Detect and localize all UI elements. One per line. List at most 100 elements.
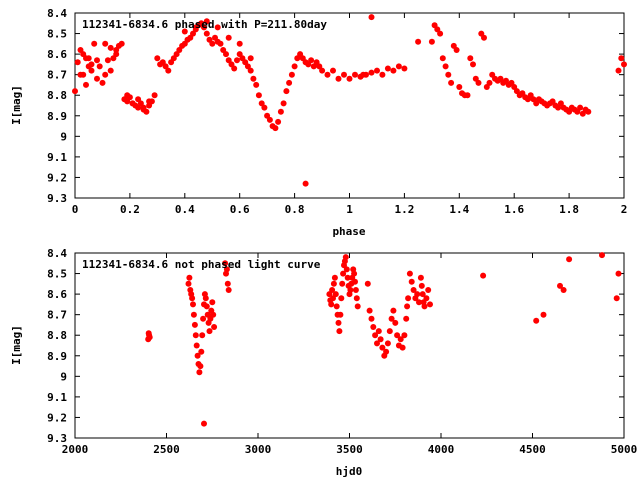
unphased-xtick-label: 4500 — [519, 443, 546, 456]
phased-data-point — [151, 92, 158, 99]
unphased-data-point — [194, 352, 201, 359]
phased-xtick-label: 1.6 — [504, 203, 524, 216]
unphased-data-point — [190, 311, 197, 318]
unphased-data-point — [390, 307, 397, 314]
unphased-data-point — [347, 287, 354, 293]
phased-data-point — [346, 75, 353, 82]
phased-data-point — [481, 34, 487, 41]
phased-data-point — [445, 71, 452, 78]
phased-data-point — [374, 67, 380, 74]
unphased-data-point — [331, 274, 338, 281]
unphased-data-point — [339, 280, 346, 287]
unphased-data-point — [330, 280, 337, 287]
phased-data-point — [107, 44, 114, 51]
unphased-xtick-label: 2000 — [62, 443, 89, 456]
unphased-data-point — [186, 274, 193, 281]
phased-data-point — [102, 71, 109, 78]
unphased-data-point — [352, 287, 359, 293]
phased-data-point — [442, 63, 449, 70]
phased-data-point — [72, 88, 78, 95]
unphased-data-point — [397, 336, 404, 343]
unphased-data-point — [225, 287, 232, 293]
phased-data-point — [217, 40, 224, 47]
phased-data-point — [324, 71, 331, 78]
unphased-data-point — [370, 324, 377, 330]
unphased-data-point — [421, 303, 428, 310]
phased-data-point — [154, 55, 161, 62]
phased-data-point — [302, 180, 309, 187]
phased-data-point — [283, 88, 290, 95]
unphased-data-point — [197, 363, 204, 370]
unphased-data-point — [383, 348, 390, 355]
phased-xtick-label: 0.8 — [285, 203, 305, 216]
unphased-data-point — [416, 299, 422, 306]
phased-plot-frame — [74, 12, 625, 199]
unphased-ytick-label: 8.9 — [47, 350, 67, 363]
unphased-data-point — [404, 303, 411, 310]
phased-data-point — [201, 24, 207, 31]
unphased-data-point — [203, 303, 210, 310]
phased-data-point — [80, 71, 87, 78]
unphased-data-point — [557, 282, 563, 289]
phased-data-point — [83, 81, 89, 88]
unphased-data-point — [198, 348, 205, 355]
unphased-data-point — [196, 369, 203, 376]
phased-data-point — [266, 116, 273, 123]
phased-data-point — [83, 55, 89, 62]
phased-data-point — [368, 69, 375, 76]
unphased-data-point — [193, 342, 200, 349]
phased-data-point — [94, 75, 100, 82]
unphased-ytick-label: 8.8 — [47, 329, 67, 342]
unphased-data-point — [418, 282, 425, 289]
phased-data-point — [456, 84, 463, 90]
unphased-data-point — [192, 332, 199, 339]
phased-data-point — [437, 30, 444, 37]
phased-data-point — [335, 75, 342, 82]
phased-xtick-label: 1 — [346, 203, 353, 216]
unphased-ytick-label: 9 — [60, 370, 67, 383]
phased-data-point — [577, 104, 584, 111]
phased-data-point — [395, 63, 402, 70]
phased-ytick-label: 8.7 — [47, 69, 67, 82]
phased-data-point — [129, 100, 136, 107]
unphased-data-point — [342, 254, 349, 261]
unphased-data-point — [366, 307, 373, 314]
unphased-plot-xlabel: hjd0 — [336, 465, 363, 478]
phased-data-point — [96, 63, 103, 70]
phased-data-point — [223, 51, 229, 58]
unphased-ytick-label: 8.7 — [47, 309, 67, 322]
phased-data-point — [352, 71, 358, 78]
phased-data-point — [261, 104, 268, 111]
unphased-data-point — [414, 291, 421, 298]
unphased-plot-ylabel: I[mag] — [10, 325, 23, 365]
unphased-xtick-label: 2500 — [153, 443, 180, 456]
phased-plot-xlabel: phase — [332, 225, 365, 238]
phased-plot-title: 112341-6834.6 phased with P=211.80day — [82, 18, 327, 31]
unphased-data-point — [223, 266, 230, 273]
unphased-data-point — [613, 295, 620, 302]
unphased-plot: 2000 2500 3000 3500 4000 4500 5000 8.4 8.5 8.6 8.7… — [10, 247, 637, 478]
unphased-data-point — [377, 336, 384, 343]
unphased-data-point — [352, 278, 358, 285]
unphased-data-point — [146, 334, 153, 341]
phased-xtick-label: 0 — [72, 203, 79, 216]
phased-data-point — [428, 38, 435, 45]
phased-data-point — [585, 108, 592, 115]
unphased-ytick-label: 8.6 — [47, 288, 67, 301]
phased-data-point — [165, 67, 172, 74]
phased-data-point — [236, 40, 243, 47]
unphased-data-point — [328, 301, 335, 308]
unphased-data-point — [388, 315, 395, 322]
phased-xtick-label: 1.8 — [559, 203, 579, 216]
phased-data-point — [234, 57, 240, 64]
unphased-ytick-label: 9.1 — [47, 391, 67, 404]
unphased-plot-points — [145, 252, 622, 427]
phased-ytick-label: 8.8 — [47, 89, 67, 102]
unphased-data-point — [364, 280, 371, 287]
unphased-data-point — [384, 340, 391, 347]
unphased-data-point — [329, 287, 336, 293]
phased-data-point — [286, 79, 293, 86]
unphased-ytick-label: 8.4 — [47, 247, 67, 260]
